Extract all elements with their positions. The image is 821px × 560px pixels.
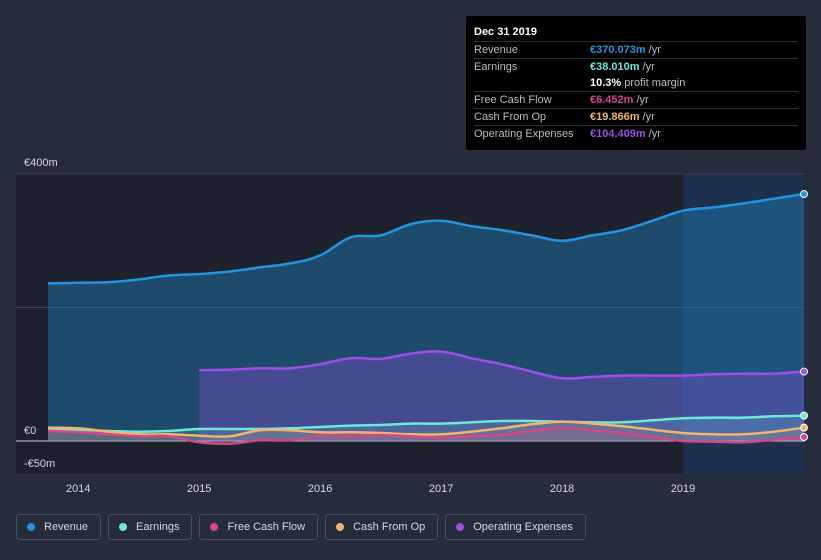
tooltip-date: Dec 31 2019: [474, 24, 798, 42]
y-axis: €400m €0 -€50m: [24, 157, 58, 470]
tooltip-value: €104.409m: [590, 128, 646, 140]
series-line-cash-from-op: [47, 420, 805, 438]
tooltip-label: [474, 75, 590, 91]
series-end-point-free-cash-flow: [800, 432, 808, 441]
legend-item-earnings[interactable]: Earnings: [108, 514, 193, 540]
tooltip-value: €370.073m: [590, 44, 646, 56]
tooltip-unit: /yr: [648, 128, 661, 140]
tooltip-row-operating-expenses: Operating Expenses €104.409m /yr: [474, 126, 798, 142]
series-area-free-cash-flow: [48, 427, 804, 444]
tooltip-row-free-cash-flow: Free Cash Flow €6.452m /yr: [474, 92, 798, 109]
legend-dot-icon: [119, 523, 128, 531]
tooltip-label: Cash From Op: [474, 111, 547, 123]
tooltip-unit: /yr: [648, 44, 661, 56]
legend-label: Revenue: [44, 521, 89, 533]
legend-item-operating-expenses[interactable]: Operating Expenses: [445, 514, 586, 540]
x-tick-label-2017: 2017: [429, 483, 453, 495]
tooltip-value: €38.010m: [590, 61, 640, 73]
tooltip-label: Earnings: [474, 61, 518, 73]
tooltip-value: €6.452m: [590, 94, 634, 106]
legend-dot-icon: [27, 523, 35, 531]
tooltip-row-profit-margin: 10.3% profit margin: [474, 75, 798, 92]
tooltip-label: Revenue: [474, 44, 519, 56]
series-area-revenue: [48, 194, 804, 441]
y-tick-label-0: €0: [24, 425, 36, 437]
y-tick-label-neg50: -€50m: [24, 458, 55, 470]
tooltip-row-cash-from-op: Cash From Op €19.866m /yr: [474, 109, 798, 126]
series-group: [47, 190, 808, 446]
legend-item-free-cash-flow[interactable]: Free Cash Flow: [199, 514, 319, 540]
series-end-point-operating-expenses: [800, 367, 808, 376]
series-end-point-earnings: [800, 411, 808, 420]
series-end-point-cash-from-op: [800, 423, 808, 432]
x-tick-label-2014: 2014: [66, 483, 90, 495]
tooltip-value: 10.3%: [590, 77, 622, 89]
series-line-revenue: [47, 192, 805, 285]
series-line-earnings: [47, 414, 805, 433]
tooltip-label: Free Cash Flow: [474, 94, 552, 106]
legend-item-cash-from-op[interactable]: Cash From Op: [325, 514, 439, 540]
tooltip-label: Operating Expenses: [474, 128, 574, 140]
legend-label: Free Cash Flow: [227, 521, 306, 533]
tooltip-unit: /yr: [636, 94, 649, 106]
series-line-operating-expenses: [199, 350, 805, 380]
tooltip-row-earnings: Earnings €38.010m /yr: [474, 59, 798, 75]
legend-label: Operating Expenses: [473, 521, 573, 533]
tooltip-unit: /yr: [642, 61, 655, 73]
hover-tooltip: Dec 31 2019 Revenue €370.073m /yr Earnin…: [466, 16, 806, 150]
series-end-point-revenue: [800, 190, 808, 199]
legend-label: Cash From Op: [353, 521, 426, 533]
legend-item-revenue[interactable]: Revenue: [16, 514, 102, 540]
tooltip-row-revenue: Revenue €370.073m /yr: [474, 42, 798, 59]
x-axis: 2014 2015 2016 2017 2018 2019: [66, 483, 695, 495]
tooltip-unit: profit margin: [624, 77, 686, 89]
legend-dot-icon: [210, 523, 219, 531]
x-tick-label-2019: 2019: [671, 483, 695, 495]
x-tick-label-2018: 2018: [550, 483, 574, 495]
x-tick-label-2015: 2015: [187, 483, 211, 495]
series-area-operating-expenses: [199, 351, 804, 441]
tooltip-value: €19.866m: [590, 111, 640, 123]
chart-legend: Revenue Earnings Free Cash Flow Cash Fro…: [16, 514, 593, 540]
y-tick-label-400: €400m: [24, 157, 58, 169]
legend-label: Earnings: [136, 521, 180, 533]
series-line-free-cash-flow: [47, 426, 805, 446]
legend-dot-icon: [336, 523, 345, 531]
x-tick-label-2016: 2016: [308, 483, 332, 495]
tooltip-unit: /yr: [642, 111, 655, 123]
legend-dot-icon: [456, 523, 465, 531]
highlight-region: [683, 174, 805, 474]
